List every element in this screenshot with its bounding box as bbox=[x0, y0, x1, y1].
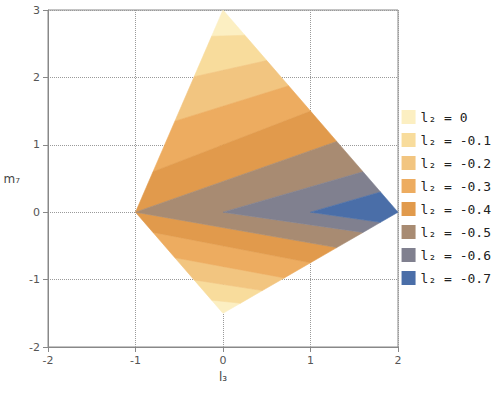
svg-text:-1: -1 bbox=[130, 354, 141, 367]
svg-text:-2: -2 bbox=[29, 341, 40, 354]
svg-text:l₂ = -0.7: l₂ = -0.7 bbox=[421, 271, 491, 286]
svg-text:3: 3 bbox=[33, 4, 40, 17]
svg-text:l₂ = -0.1: l₂ = -0.1 bbox=[421, 133, 491, 148]
svg-text:l₂ = 0: l₂ = 0 bbox=[421, 110, 468, 125]
svg-text:0: 0 bbox=[33, 206, 40, 219]
svg-text:-1: -1 bbox=[29, 273, 40, 286]
svg-text:l₂ = -0.5: l₂ = -0.5 bbox=[421, 225, 491, 240]
svg-text:m₇: m₇ bbox=[4, 172, 21, 186]
svg-text:l₂ = -0.2: l₂ = -0.2 bbox=[421, 156, 491, 171]
svg-text:0: 0 bbox=[220, 354, 227, 367]
svg-text:l₂ = -0.6: l₂ = -0.6 bbox=[421, 248, 491, 263]
svg-text:l₂ = -0.4: l₂ = -0.4 bbox=[421, 202, 492, 217]
svg-text:l₂ = -0.3: l₂ = -0.3 bbox=[421, 179, 491, 194]
svg-text:l₃: l₃ bbox=[219, 370, 227, 384]
svg-text:1: 1 bbox=[307, 354, 314, 367]
svg-text:2: 2 bbox=[395, 354, 402, 367]
svg-text:-2: -2 bbox=[43, 354, 54, 367]
svg-text:2: 2 bbox=[33, 71, 40, 84]
svg-text:1: 1 bbox=[33, 138, 40, 151]
